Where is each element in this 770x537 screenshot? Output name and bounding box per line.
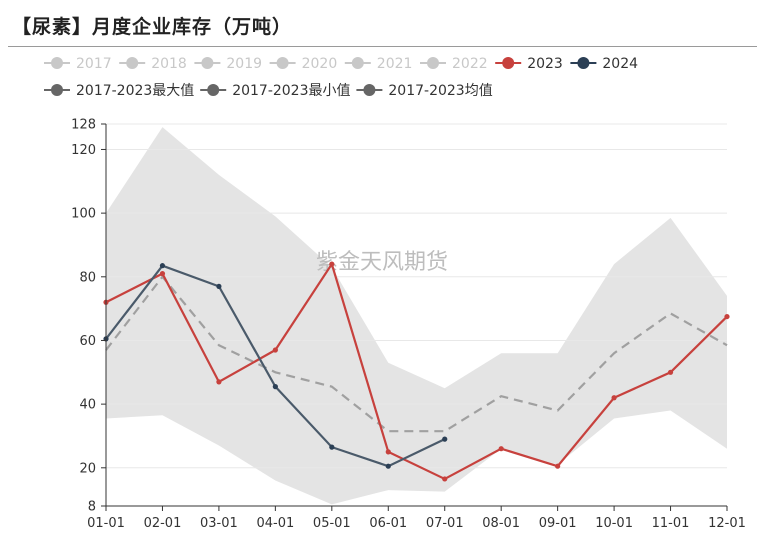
series-2024-point	[329, 444, 335, 450]
series-2023-point	[611, 395, 617, 401]
legend-label: 2022	[452, 56, 488, 72]
legend: 2017 2018 2019 2020 2021 2022 2023 2024 2017-202…	[44, 56, 638, 99]
legend-marker	[207, 84, 220, 96]
legend-item: 2019	[194, 56, 262, 72]
legend-marker	[51, 84, 63, 96]
legend-label: 2019	[226, 56, 262, 72]
legend-label: 2017	[76, 56, 112, 72]
chart-title: 【尿素】月度企业库存（万吨）	[12, 16, 293, 38]
legend-marker	[201, 57, 214, 69]
legend-label: 2017-2023最小值	[232, 83, 350, 99]
x-tick-label: 02-01	[144, 516, 182, 531]
series-2023-point	[555, 463, 561, 469]
legend-item: 2018	[119, 56, 187, 72]
legend-label: 2017-2023均值	[388, 83, 492, 99]
legend-marker	[502, 57, 515, 69]
y-tick-label: 60	[79, 334, 96, 349]
series-2023-point	[442, 476, 448, 482]
gridlines	[106, 123, 727, 469]
legend-marker	[351, 57, 364, 69]
series-lines	[103, 261, 730, 482]
legend-marker	[577, 57, 590, 69]
legend-marker	[276, 57, 289, 69]
series-2023-point	[498, 446, 504, 452]
series-2024-point	[272, 384, 278, 390]
y-tick-label: 100	[71, 207, 96, 222]
series-2023-point	[329, 261, 335, 267]
x-tick-label: 06-01	[369, 516, 407, 531]
series-2024-point	[385, 463, 391, 469]
legend-item: 2017-2023均值	[356, 83, 493, 99]
series-2024-point	[216, 283, 222, 289]
x-tick-label: 09-01	[539, 516, 577, 531]
legend-marker	[51, 57, 63, 69]
legend-item: 2022	[420, 56, 488, 72]
x-tick-label: 12-01	[708, 516, 746, 531]
x-tick-label: 04-01	[256, 516, 294, 531]
x-tick-label: 03-01	[200, 516, 238, 531]
legend-marker	[427, 57, 439, 69]
legend-item: 2020	[269, 56, 338, 72]
y-tick-label: 40	[79, 398, 96, 413]
axes: 8 20 40 60 80 100 120 128 01-01 02-01 03-01 04-01 05…	[71, 118, 746, 532]
legend-item: 2023	[495, 56, 563, 72]
series-2023-point	[216, 379, 222, 385]
x-tick-label: 05-01	[313, 516, 351, 531]
x-tick-label: 11-01	[652, 516, 690, 531]
series-2023-point	[385, 449, 391, 455]
x-tick-label: 08-01	[482, 516, 520, 531]
legend-item: 2021	[344, 56, 413, 72]
legend-label: 2024	[602, 56, 638, 72]
legend-item: 2017	[44, 56, 112, 72]
legend-item: 2017-2023最小值	[200, 83, 351, 99]
y-tick-label: 80	[79, 270, 96, 285]
x-tick-label: 01-01	[87, 516, 125, 531]
legend-item: 2017-2023最大值	[44, 83, 194, 99]
legend-label: 2018	[151, 56, 187, 72]
watermark: 紫金天风期货	[316, 250, 448, 275]
legend-label: 2023	[527, 56, 563, 72]
series-2024-point	[442, 436, 448, 442]
x-tick-label: 10-01	[595, 516, 633, 531]
series-2023-point	[159, 271, 166, 277]
series-2024-point	[159, 263, 166, 269]
legend-label: 2017-2023最大值	[76, 83, 194, 99]
x-tick-label: 07-01	[426, 516, 464, 531]
y-tick-label: 120	[71, 143, 96, 158]
range-band	[106, 127, 727, 505]
title-divider	[8, 46, 757, 47]
y-tick-label: 20	[79, 461, 96, 476]
y-tick-label: 8	[88, 500, 96, 515]
legend-marker	[126, 57, 139, 69]
legend-marker	[363, 84, 376, 96]
y-tick-label: 128	[71, 118, 96, 133]
legend-label: 2020	[302, 56, 338, 72]
legend-label: 2021	[377, 56, 413, 72]
legend-item: 2024	[570, 56, 638, 72]
series-2023-line	[105, 261, 728, 481]
mean-line	[105, 275, 728, 433]
series-2023-point	[272, 347, 278, 353]
series-2023-point	[724, 313, 730, 320]
max-min-band	[106, 127, 727, 505]
series-2023-point	[667, 369, 674, 375]
